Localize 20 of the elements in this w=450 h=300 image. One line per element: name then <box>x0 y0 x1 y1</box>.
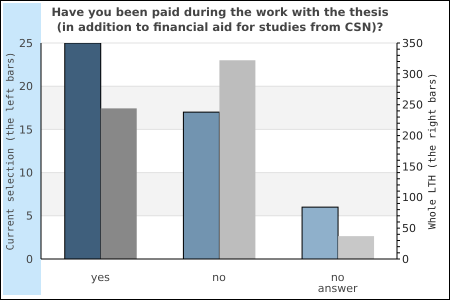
y-tick-label: 0 <box>26 252 33 266</box>
y2-tick-label: 250 <box>402 98 423 112</box>
y2-tick-label: 350 <box>402 36 423 50</box>
y-tick-label: 25 <box>19 36 33 50</box>
y2-axis-title: Whole LTH (the right bars) <box>428 72 439 230</box>
y-tick-label: 5 <box>26 210 33 223</box>
x-tick-label: yes <box>90 270 110 284</box>
y2-tick-label: 150 <box>402 160 423 174</box>
chart-title: Have you been paid during the work with the thesis (in addition to financial aid for studies from CSN)? <box>50 5 390 35</box>
y2-tick-label: 300 <box>402 68 423 81</box>
y-tick-label: 15 <box>19 123 33 136</box>
y-tick-label: 20 <box>19 80 33 94</box>
y2-tick-label: 200 <box>402 129 423 142</box>
y2-tick-label: 50 <box>402 222 416 236</box>
x-tick-label: no answer <box>318 270 358 295</box>
y-tick-label: 10 <box>19 166 33 180</box>
y-axis-title: Current selection (the left bars) <box>6 52 17 250</box>
y2-tick-label: 0 <box>402 252 409 266</box>
x-tick-label: no <box>212 270 226 284</box>
y2-tick-label: 100 <box>402 191 423 204</box>
